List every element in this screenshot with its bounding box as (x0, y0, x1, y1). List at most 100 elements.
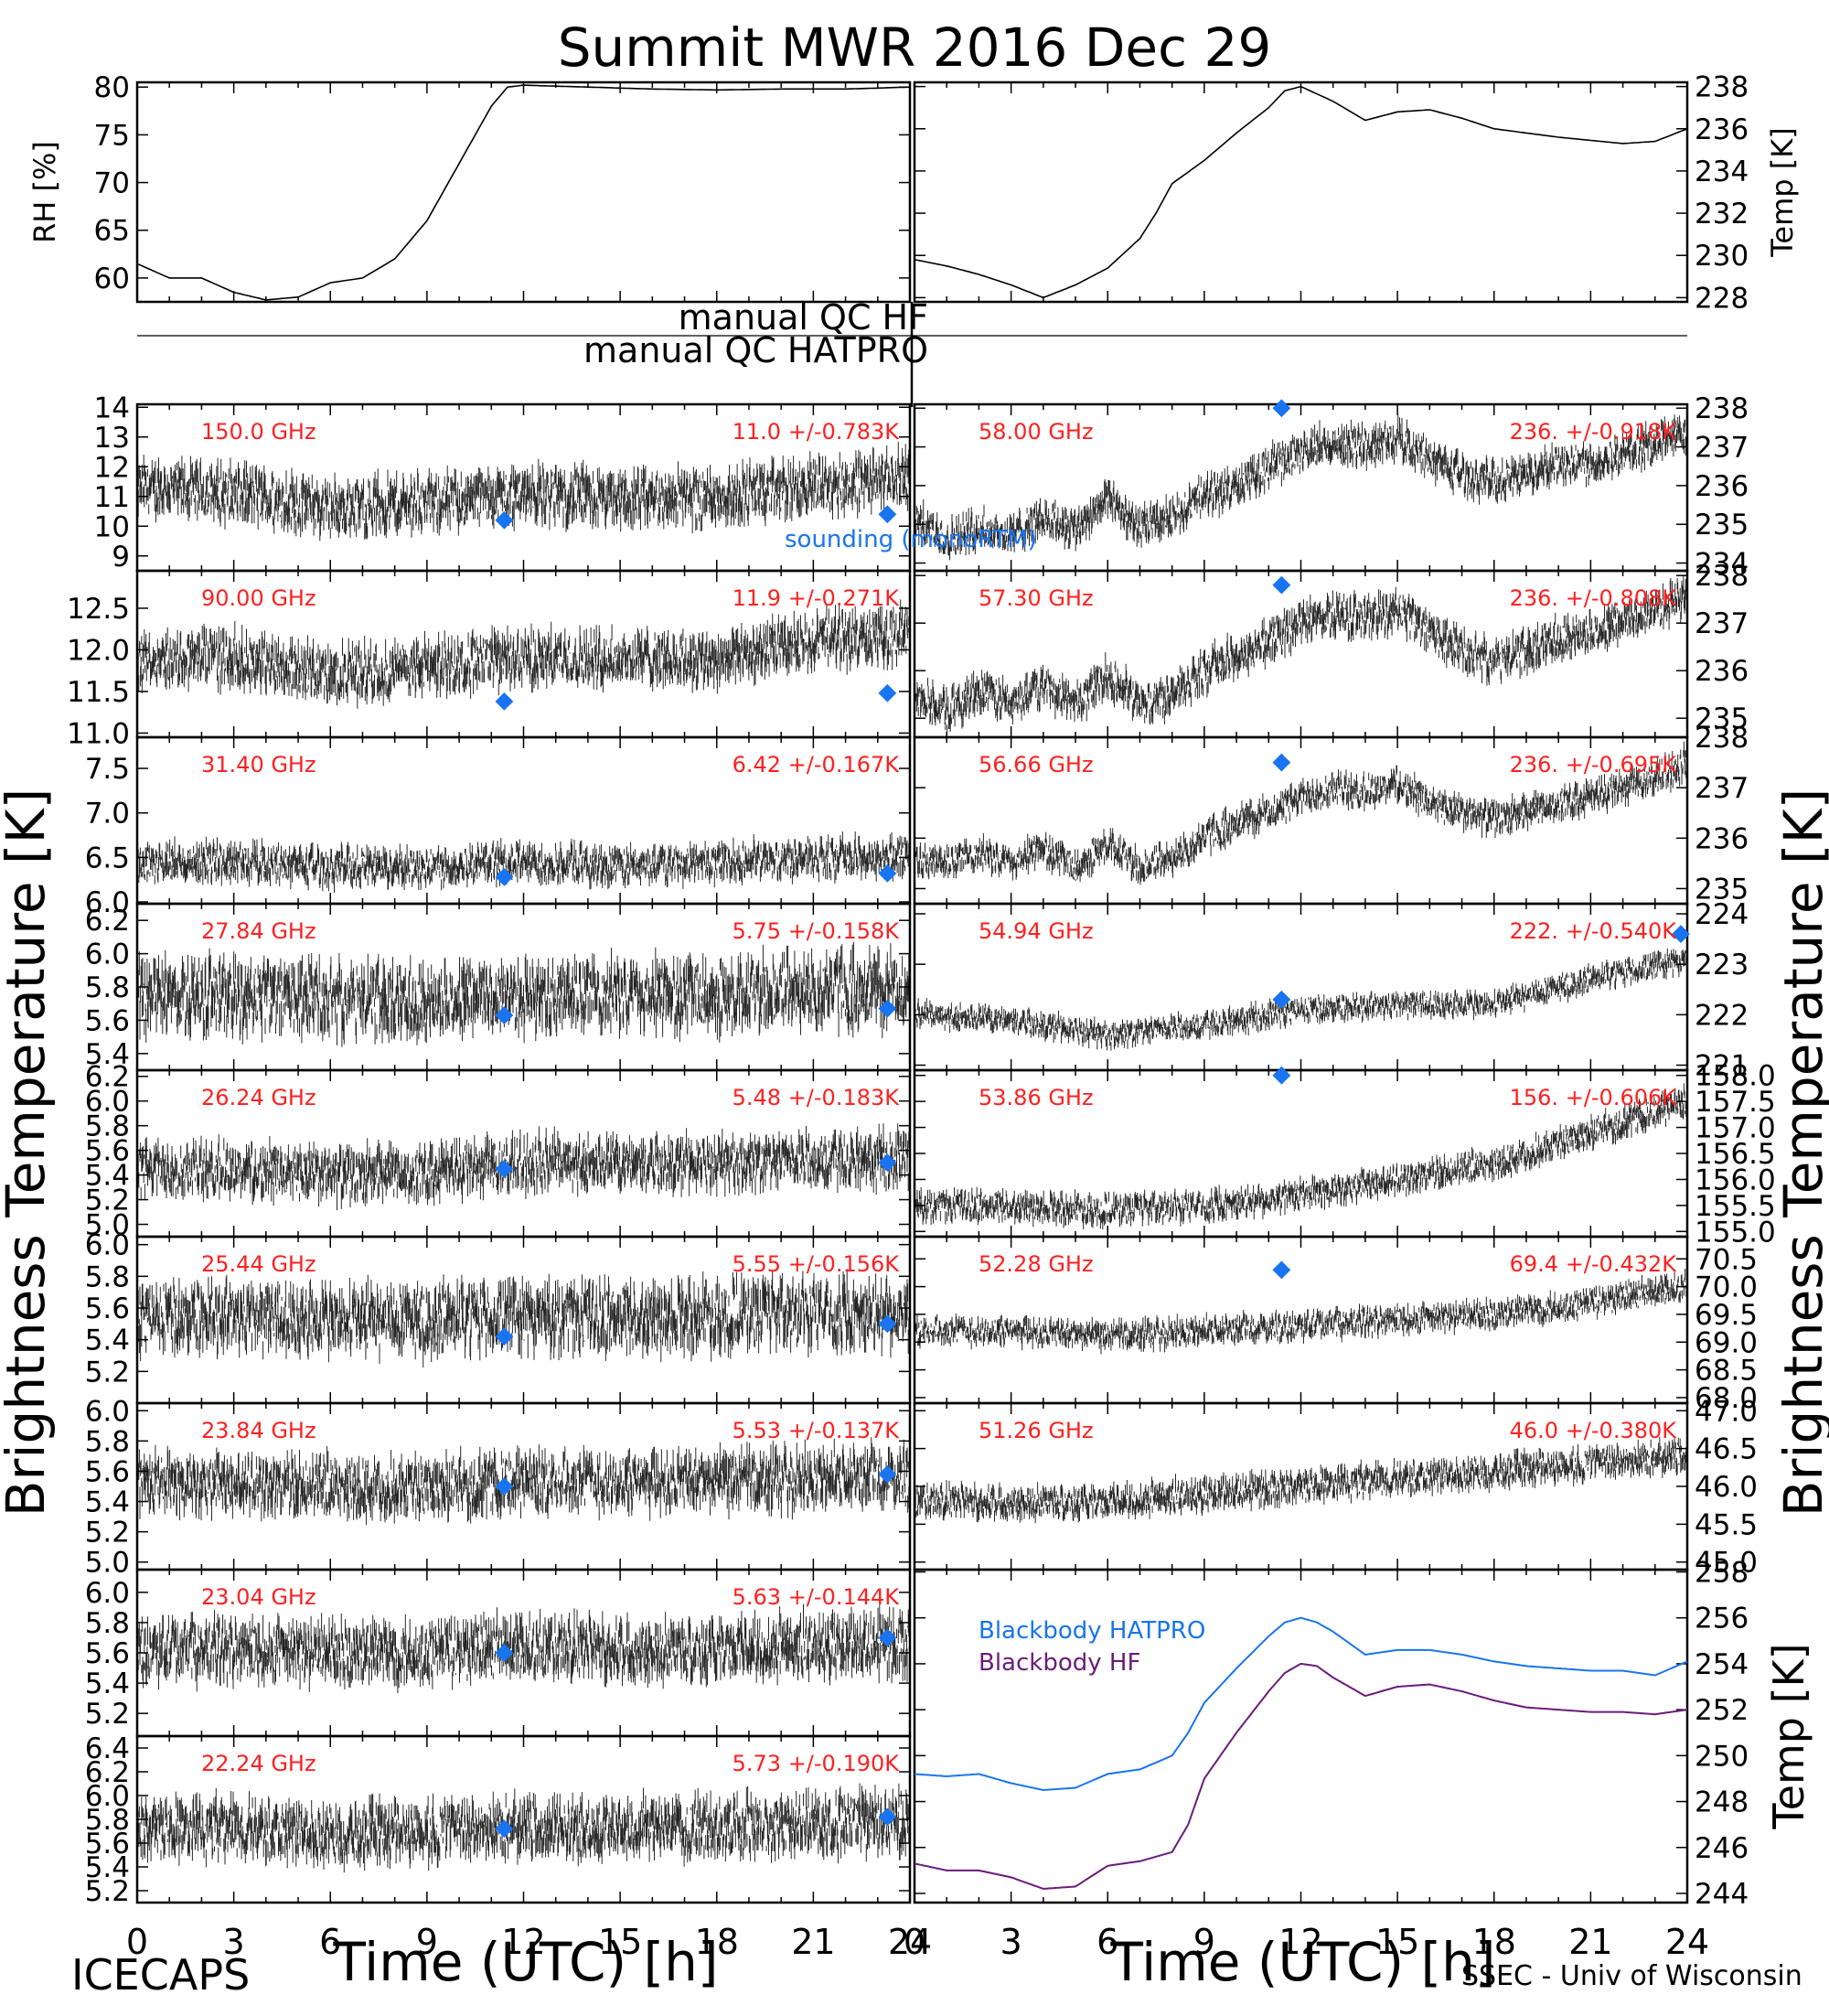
y-tick-label: 7.5 (85, 753, 130, 786)
y-tick-label: 5.6 (85, 1455, 130, 1488)
y-tick-label: 5.6 (85, 1828, 130, 1861)
y-tick-label: 228 (1695, 282, 1749, 315)
sounding-point (1272, 990, 1291, 1009)
x-tick-label: 24 (1665, 1922, 1709, 1962)
frequency-label: 90.00 GHz (201, 585, 316, 611)
blackbody-hatpro-series (914, 1616, 1688, 1792)
y-tick-label: 5.2 (85, 1356, 130, 1389)
temp-axis-label: Temp [K] (1765, 127, 1800, 257)
y-tick-label: 254 (1695, 1648, 1749, 1681)
blackbody-axis-label: Temp [K] (1764, 1643, 1813, 1829)
frequency-label: 22.24 GHz (201, 1751, 316, 1776)
y-tick-label: 13 (94, 422, 130, 455)
frequency-label: 26.24 GHz (201, 1085, 316, 1110)
y-tick-label: 5.6 (85, 1637, 130, 1670)
sounding-point (1672, 925, 1690, 943)
stat-label: 5.75 +/-0.158K (733, 918, 901, 944)
y-tick-label: 258 (1695, 1557, 1749, 1590)
frequency-label: 51.26 GHz (979, 1418, 1094, 1443)
y-tick-label: 5.2 (85, 1875, 130, 1908)
y-tick-label: 5.4 (85, 1667, 130, 1700)
sounding-point (878, 683, 897, 702)
x-tick-label: 15 (1375, 1922, 1419, 1962)
y-tick-label: 156.5 (1695, 1138, 1776, 1171)
x-axis-label-left: Time (UTC) [h] (332, 1931, 718, 1993)
y-tick-label: 6.0 (85, 1577, 130, 1610)
y-tick-label: 6.2 (85, 905, 130, 938)
brightness-temperature-series (136, 941, 910, 1047)
x-axis-label-right: Time (UTC) [h] (1109, 1931, 1495, 1993)
y-tick-label: 5.8 (85, 1260, 130, 1293)
y-tick-label: 5.4 (85, 1851, 130, 1884)
frequency-label: 58.00 GHz (979, 419, 1094, 445)
y-tick-label: 80 (94, 71, 130, 104)
sounding-point (1272, 753, 1291, 772)
frequency-label: 23.04 GHz (201, 1584, 316, 1610)
y-tick-label: 5.4 (85, 1160, 130, 1193)
brightness-temperature-series (136, 1269, 910, 1367)
stat-label: 46.0 +/-0.380K (1510, 1418, 1678, 1443)
stat-label: 69.4 +/-0.432K (1510, 1251, 1678, 1277)
y-tick-label: 248 (1695, 1786, 1749, 1819)
sounding-point (878, 1628, 897, 1647)
x-tick-label: 21 (791, 1922, 835, 1962)
y-tick-label: 224 (1695, 898, 1749, 931)
stat-label: 11.0 +/-0.783K (733, 419, 901, 445)
legend-blackbody-hf: Blackbody HF (979, 1649, 1140, 1677)
sounding-point (1272, 1066, 1291, 1085)
qc-hatpro-label: manual QC HATPRO (583, 330, 928, 370)
stat-label: 5.63 +/-0.144K (733, 1584, 901, 1610)
y-tick-label: 250 (1695, 1740, 1749, 1773)
y-tick-label: 10 (94, 510, 130, 543)
rh-series (136, 84, 911, 301)
frequency-label: 31.40 GHz (201, 752, 316, 777)
y-tick-label: 236 (1695, 655, 1749, 688)
stat-label: 5.48 +/-0.183K (733, 1085, 901, 1110)
sounding-point (1272, 399, 1291, 418)
sounding-point (495, 510, 514, 530)
y-tick-label: 45.5 (1695, 1508, 1758, 1541)
y-tick-label: 6.2 (85, 1756, 130, 1789)
x-tick-label: 18 (695, 1922, 739, 1962)
stat-label: 156. +/-0.606K (1510, 1085, 1678, 1110)
y-tick-label: 5.8 (85, 971, 130, 1004)
x-tick-label: 18 (1472, 1922, 1516, 1962)
brightness-temperature-series (136, 442, 910, 542)
y-tick-label: 155.5 (1695, 1190, 1776, 1223)
sounding-point (878, 505, 897, 524)
y-tick-label: 156.0 (1695, 1163, 1776, 1196)
x-tick-label: 0 (126, 1922, 148, 1962)
y-tick-label: 6.0 (85, 1780, 130, 1813)
rh-axis-label: RH [%] (27, 141, 62, 243)
y-tick-label: 238 (1695, 722, 1749, 755)
y-tick-label: 5.4 (85, 1486, 130, 1519)
brightness-temperature-series (914, 575, 1687, 734)
sounding-point (495, 1644, 514, 1662)
x-tick-label: 15 (598, 1922, 642, 1962)
brightness-temperature-series (136, 599, 910, 709)
x-tick-label: 12 (1278, 1922, 1322, 1962)
y-tick-label: 236 (1695, 822, 1749, 855)
y-tick-label: 235 (1695, 702, 1749, 735)
sounding-point (878, 1807, 897, 1827)
y-tick-label: 5.2 (85, 1185, 130, 1217)
qc-hf-label: manual QC HF (679, 297, 928, 338)
brightness-temperature-series (914, 411, 1687, 561)
y-tick-label: 222 (1695, 999, 1749, 1032)
sounding-point (878, 864, 897, 883)
y-tick-label: 5.8 (85, 1425, 130, 1458)
y-tick-label: 6.0 (85, 938, 130, 971)
y-tick-label: 60 (94, 263, 130, 295)
frequency-label: 57.30 GHz (979, 585, 1094, 611)
sounding-point (495, 1006, 514, 1024)
stat-label: 222. +/-0.540K (1510, 918, 1678, 944)
y-tick-label: 5.0 (85, 1547, 130, 1580)
y-tick-label: 5.8 (85, 1607, 130, 1640)
y-tick-label: 236 (1695, 470, 1749, 503)
y-tick-label: 244 (1695, 1878, 1749, 1911)
sounding-point (878, 1153, 897, 1173)
y-tick-label: 221 (1695, 1049, 1749, 1082)
x-tick-label: 12 (501, 1922, 545, 1962)
sounding-point (495, 692, 514, 711)
temp-panel-frame (913, 80, 1689, 304)
